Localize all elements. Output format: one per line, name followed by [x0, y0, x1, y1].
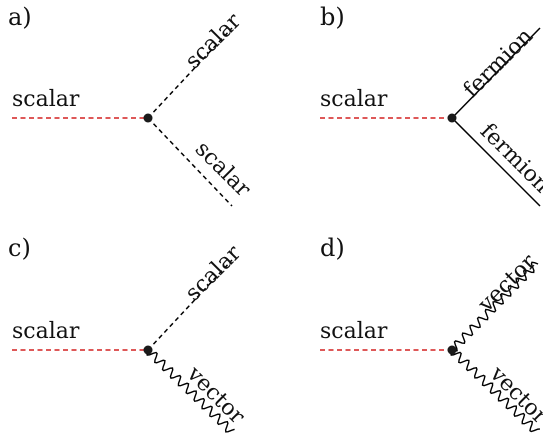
panel-label: b): [320, 3, 345, 31]
incoming-label: scalar: [320, 319, 388, 344]
vertex-dot: [447, 345, 457, 355]
lower-outgoing-line: [147, 117, 233, 207]
incoming-label: scalar: [12, 87, 80, 112]
lower-line-label: scalar: [190, 137, 256, 203]
vertex-dot: [447, 113, 457, 123]
vertex-panel-a: a) scalar scalar scalar: [8, 3, 256, 207]
lower-outgoing-line: [146, 349, 235, 433]
lower-line-label: vector: [181, 361, 249, 429]
upper-outgoing-line: [451, 261, 539, 352]
incoming-label: scalar: [12, 319, 80, 344]
incoming-label: scalar: [320, 87, 388, 112]
lower-line-label: vector: [484, 361, 543, 429]
panel-label: c): [8, 234, 31, 262]
lower-outgoing-line: [450, 349, 540, 433]
lower-line-label: fermion: [475, 119, 543, 198]
upper-line-label: vector: [473, 249, 541, 317]
lower-outgoing-line: [451, 117, 541, 207]
upper-line-label: scalar: [181, 8, 247, 74]
upper-outgoing-line: [451, 27, 541, 119]
vertex-dot: [143, 345, 153, 355]
upper-line-label: fermion: [459, 24, 538, 103]
vertex-panel-c: c) scalar scalar vector: [8, 234, 250, 433]
vertex-panel-b: b) scalar fermion fermion: [320, 3, 543, 207]
panel-label: a): [8, 3, 32, 31]
upper-line-label: scalar: [181, 240, 247, 306]
panel-label: d): [320, 234, 345, 262]
vertex-dot: [143, 113, 153, 123]
vertex-panel-d: d) scalar vector vector: [320, 234, 543, 433]
